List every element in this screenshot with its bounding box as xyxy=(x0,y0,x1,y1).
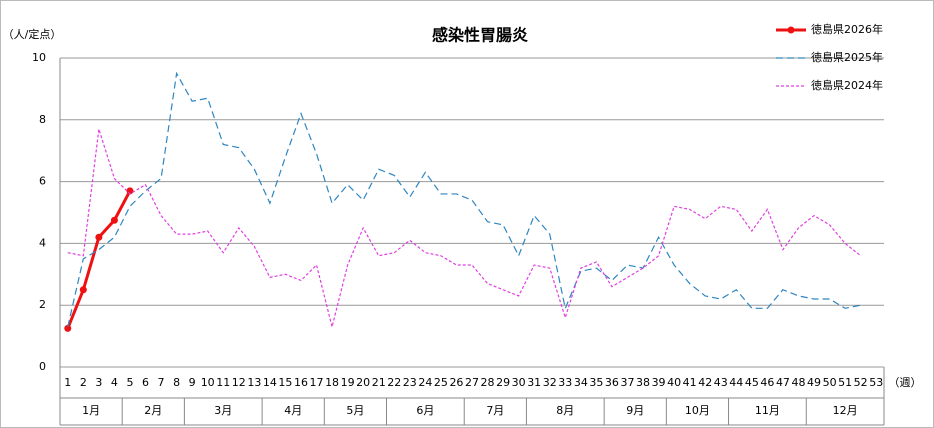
x-tick-label: 43 xyxy=(714,376,728,389)
month-label: 7月 xyxy=(486,404,504,417)
x-tick-label: 38 xyxy=(636,376,650,389)
x-tick-label: 50 xyxy=(823,376,837,389)
x-axis-label: （週） xyxy=(889,376,922,389)
x-tick-label: 9 xyxy=(189,376,196,389)
y-axis-label: （人/定点） xyxy=(3,27,62,41)
x-tick-label: 22 xyxy=(387,376,401,389)
x-tick-label: 20 xyxy=(356,376,370,389)
legend-label: 徳島県2024年 xyxy=(811,78,883,92)
point xyxy=(64,324,72,332)
month-label: 9月 xyxy=(626,404,644,417)
x-tick-label: 14 xyxy=(263,376,277,389)
x-tick-label: 37 xyxy=(620,376,634,389)
x-tick-label: 41 xyxy=(683,376,697,389)
x-tick-label: 17 xyxy=(310,376,324,389)
x-tick-label: 49 xyxy=(807,376,821,389)
x-tick-label: 7 xyxy=(158,376,165,389)
point xyxy=(79,286,87,294)
x-tick-label: 11 xyxy=(216,376,230,389)
x-tick-label: 31 xyxy=(527,376,541,389)
month-label: 10月 xyxy=(685,404,710,417)
month-label: 2月 xyxy=(144,404,162,417)
month-label: 12月 xyxy=(833,404,858,417)
point xyxy=(110,216,118,224)
x-tick-label: 28 xyxy=(481,376,495,389)
y-tick-label: 6 xyxy=(39,175,46,188)
x-tick-label: 18 xyxy=(325,376,339,389)
x-tick-label: 36 xyxy=(605,376,619,389)
x-tick-label: 19 xyxy=(341,376,355,389)
x-tick-label: 13 xyxy=(247,376,261,389)
x-tick-label: 46 xyxy=(760,376,774,389)
legend-point xyxy=(787,26,795,34)
x-tick-label: 26 xyxy=(449,376,463,389)
x-tick-label: 44 xyxy=(729,376,743,389)
x-tick-label: 6 xyxy=(142,376,149,389)
x-tick-label: 34 xyxy=(574,376,588,389)
x-tick-label: 2 xyxy=(80,376,87,389)
point xyxy=(95,233,103,241)
x-tick-label: 45 xyxy=(745,376,759,389)
month-label: 6月 xyxy=(416,404,434,417)
legend-label: 徳島県2026年 xyxy=(811,22,883,36)
x-tick-label: 27 xyxy=(465,376,479,389)
month-label: 4月 xyxy=(284,404,302,417)
legend-label: 徳島県2025年 xyxy=(811,50,883,64)
series-line xyxy=(67,128,862,327)
y-tick-label: 10 xyxy=(32,51,46,64)
month-label: 1月 xyxy=(82,404,100,417)
month-label: 8月 xyxy=(556,404,574,417)
x-tick-label: 33 xyxy=(558,376,572,389)
x-tick-label: 47 xyxy=(776,376,790,389)
x-tick-label: 25 xyxy=(434,376,448,389)
y-tick-label: 4 xyxy=(39,236,46,249)
x-tick-label: 21 xyxy=(372,376,386,389)
x-tick-label: 52 xyxy=(854,376,868,389)
y-tick-label: 0 xyxy=(39,360,46,373)
x-tick-label: 51 xyxy=(838,376,852,389)
x-tick-label: 23 xyxy=(403,376,417,389)
chart-title: 感染性胃腸炎 xyxy=(432,26,528,45)
x-tick-label: 32 xyxy=(543,376,557,389)
x-tick-label: 35 xyxy=(589,376,603,389)
x-tick-label: 29 xyxy=(496,376,510,389)
x-tick-label: 40 xyxy=(667,376,681,389)
y-tick-label: 2 xyxy=(39,298,46,311)
x-tick-label: 42 xyxy=(698,376,712,389)
y-tick-label: 8 xyxy=(39,113,46,126)
x-tick-label: 30 xyxy=(512,376,526,389)
x-tick-label: 4 xyxy=(111,376,118,389)
x-tick-label: 53 xyxy=(869,376,883,389)
x-tick-label: 1 xyxy=(64,376,71,389)
x-tick-label: 24 xyxy=(418,376,432,389)
x-tick-label: 3 xyxy=(95,376,102,389)
x-tick-label: 8 xyxy=(173,376,180,389)
month-label: 11月 xyxy=(755,404,780,417)
x-tick-label: 12 xyxy=(232,376,246,389)
month-label: 5月 xyxy=(346,404,364,417)
month-label: 3月 xyxy=(214,404,232,417)
x-tick-label: 39 xyxy=(652,376,666,389)
x-tick-label: 15 xyxy=(278,376,292,389)
x-tick-label: 10 xyxy=(201,376,215,389)
x-tick-label: 5 xyxy=(126,376,133,389)
series-line xyxy=(67,71,861,327)
x-tick-label: 16 xyxy=(294,376,308,389)
x-tick-label: 48 xyxy=(791,376,805,389)
